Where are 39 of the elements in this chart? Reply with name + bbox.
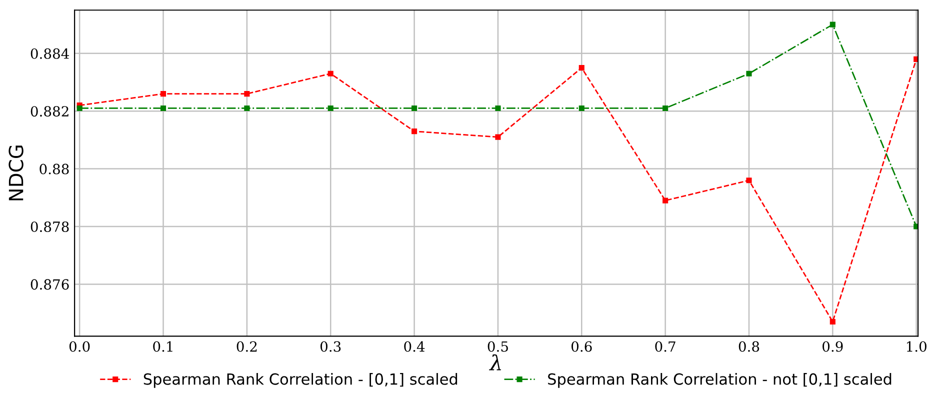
legend-label: Spearman Rank Correlation - [0,1] scaled <box>144 373 458 388</box>
legend-label: Spearman Rank Correlation - not [0,1] scaled <box>548 373 892 388</box>
point <box>578 65 584 71</box>
y-tick-label: 0.88 <box>40 164 69 174</box>
point <box>328 105 334 111</box>
x-tick-label: 0.4 <box>404 341 425 352</box>
point <box>746 70 752 76</box>
x-axis-title: λ <box>489 354 501 370</box>
y-axis-title: NDCG <box>8 146 24 200</box>
point <box>328 70 334 76</box>
point <box>578 105 584 111</box>
y-tick-label: 0.878 <box>30 221 69 232</box>
y-tick-label: 0.882 <box>30 106 68 117</box>
x-tick-label: 0.9 <box>822 341 843 352</box>
x-tick-label: 0.5 <box>488 341 508 352</box>
point <box>662 105 668 111</box>
x-tick-label: 0.7 <box>655 341 676 352</box>
x-tick-label: 1.0 <box>906 341 926 352</box>
point <box>160 105 166 111</box>
point <box>746 178 752 184</box>
point <box>76 105 82 111</box>
y-tick-label: 0.876 <box>30 279 69 290</box>
point <box>495 134 501 140</box>
point <box>412 128 418 134</box>
point <box>160 91 166 97</box>
point <box>662 198 668 204</box>
point <box>495 105 501 111</box>
y-tick-label: 0.884 <box>30 48 69 59</box>
x-tick-label: 0.8 <box>738 341 760 352</box>
point <box>830 22 836 28</box>
point <box>412 105 418 111</box>
x-tick-label: 0.6 <box>572 341 592 352</box>
point <box>244 105 250 111</box>
point <box>830 318 836 324</box>
x-tick-label: 0.2 <box>236 341 257 352</box>
x-tick-label: 0.0 <box>69 341 90 352</box>
point <box>244 91 250 97</box>
x-tick-label: 0.3 <box>320 341 341 352</box>
x-tick-label: 0.1 <box>153 341 172 352</box>
